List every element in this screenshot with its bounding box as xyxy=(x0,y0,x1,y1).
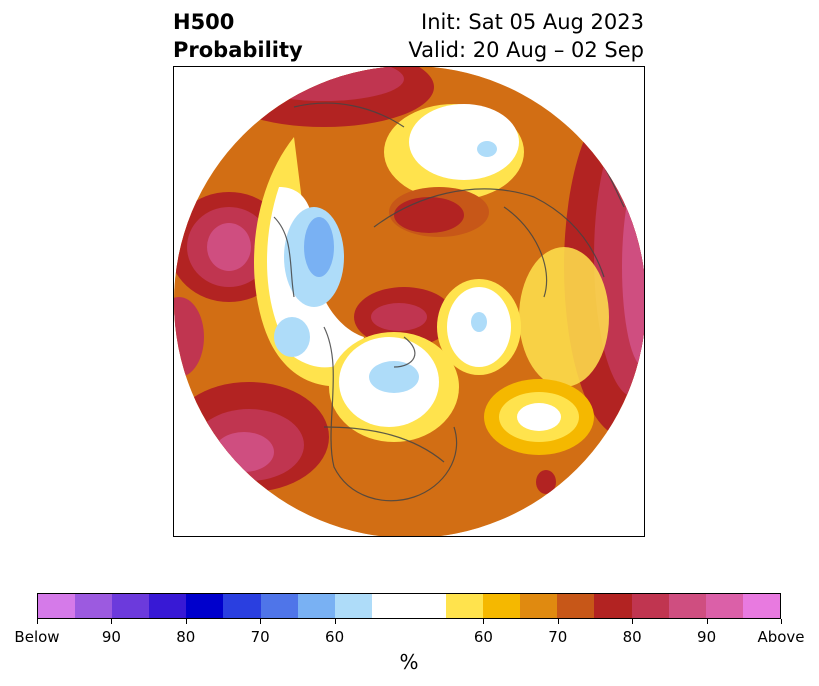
valid-period: Valid: 20 Aug – 02 Sep xyxy=(408,38,644,62)
colorbar-tick-mark xyxy=(483,619,485,624)
colorbar-tick-label: Below xyxy=(14,628,60,646)
colorbar-tick-mark xyxy=(260,619,262,624)
map-panel xyxy=(173,66,645,537)
anomaly-eurasia-dark xyxy=(394,197,464,233)
colorbar-segment xyxy=(408,594,447,618)
below-zone-southwest xyxy=(274,317,310,357)
below-spot-north xyxy=(477,141,497,157)
below-spot-central xyxy=(471,312,487,332)
colorbar-tick-mark xyxy=(111,619,113,624)
colorbar-segment xyxy=(334,594,372,618)
colorbar xyxy=(37,593,781,619)
colorbar-segment xyxy=(260,594,298,618)
colorbar-unit-label: % xyxy=(399,650,419,674)
colorbar-segment xyxy=(223,594,261,618)
colorbar-segment xyxy=(483,594,521,618)
colorbar-segment xyxy=(705,594,743,618)
neutral-zone-northeast xyxy=(519,247,609,387)
colorbar-segment xyxy=(557,594,595,618)
colorbar-segment xyxy=(75,594,113,618)
below-zone-south xyxy=(369,361,419,393)
colorbar-tick-label: 60 xyxy=(325,628,345,646)
colorbar-segment xyxy=(38,594,76,618)
colorbar-tick-label: 90 xyxy=(101,628,121,646)
anomaly-west-core xyxy=(207,223,251,271)
anomaly-west-edge xyxy=(174,297,204,377)
colorbar-tick-label: 80 xyxy=(176,628,196,646)
colorbar-segment xyxy=(371,594,409,618)
colorbar-segment xyxy=(112,594,150,618)
anomaly-central-core xyxy=(371,303,427,331)
colorbar-tick-label: 80 xyxy=(622,628,642,646)
anomaly-southeast-spot xyxy=(536,470,556,494)
colorbar-tick-mark xyxy=(706,619,708,624)
colorbar-tick-mark xyxy=(557,619,559,624)
colorbar-tick-mark xyxy=(781,619,782,624)
colorbar-segment xyxy=(594,594,632,618)
colorbar-tick-mark xyxy=(334,619,336,624)
title-right: Init: Sat 05 Aug 2023 Valid: 20 Aug – 02… xyxy=(408,8,644,64)
colorbar-segment xyxy=(297,594,335,618)
init-time: Init: Sat 05 Aug 2023 xyxy=(421,10,644,34)
neutral-zone-southeast-core xyxy=(517,403,561,431)
colorbar-tick-label: 90 xyxy=(697,628,717,646)
colorbar-tick-mark xyxy=(37,619,38,624)
probability-map xyxy=(174,67,644,536)
neutral-zone-north-core xyxy=(409,104,519,180)
colorbar-segment xyxy=(186,594,224,618)
below-core-west xyxy=(304,217,334,277)
title-variable: H500 xyxy=(173,10,235,34)
colorbar-segment xyxy=(668,594,706,618)
colorbar-tick-mark xyxy=(185,619,187,624)
title-product: Probability xyxy=(173,38,303,62)
colorbar-segment xyxy=(149,594,187,618)
colorbar-segment xyxy=(631,594,669,618)
anomaly-southwest-core xyxy=(214,432,274,472)
colorbar-segment xyxy=(742,594,780,618)
colorbar-tick-label: Above xyxy=(757,628,805,646)
title-left: H500 Probability xyxy=(173,8,303,64)
colorbar-segment xyxy=(520,594,558,618)
colorbar-tick-mark xyxy=(632,619,634,624)
colorbar-segment xyxy=(446,594,484,618)
colorbar-tick-label: 60 xyxy=(473,628,493,646)
colorbar-tick-label: 70 xyxy=(548,628,568,646)
colorbar-tick-label: 70 xyxy=(250,628,270,646)
